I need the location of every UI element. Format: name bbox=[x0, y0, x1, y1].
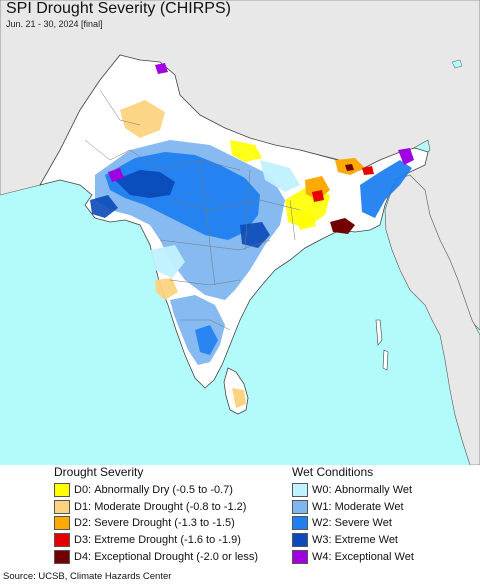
legend-code: D1: bbox=[74, 500, 92, 513]
legend-label: Exceptional Wet bbox=[334, 550, 414, 563]
swatch-w2 bbox=[292, 516, 308, 531]
swatch-d1 bbox=[54, 499, 70, 514]
swatch-w3 bbox=[292, 533, 308, 548]
swatch-w0 bbox=[292, 483, 308, 498]
legend-label: Severe Wet bbox=[334, 517, 392, 530]
legend-code: W2: bbox=[312, 517, 332, 530]
legend-label: Exceptional Drought (-2.0 or less) bbox=[94, 550, 259, 563]
legend-label: Moderate Wet bbox=[334, 500, 404, 513]
map-subtitle: Jun. 21 - 30, 2024 [final] bbox=[6, 19, 103, 29]
drought-d1-south bbox=[155, 278, 178, 300]
wet-w4-west bbox=[108, 168, 124, 182]
drought-d1-north bbox=[120, 100, 165, 138]
legend-item-w2: W2: Severe Wet bbox=[292, 515, 414, 532]
legend-wet-heading: Wet Conditions bbox=[292, 465, 374, 479]
wet-w4-north bbox=[155, 63, 168, 74]
drought-d3-east bbox=[312, 190, 324, 202]
legend-code: W3: bbox=[312, 534, 332, 547]
legend-item-d3: D3: Extreme Drought (-1.6 to -1.9) bbox=[54, 532, 258, 549]
legend-item-d4: D4: Exceptional Drought (-2.0 or less) bbox=[54, 548, 258, 565]
wet-northeast bbox=[360, 160, 412, 218]
legend-item-w4: W4: Exceptional Wet bbox=[292, 548, 414, 565]
swatch-d2 bbox=[54, 516, 70, 531]
map-title: SPI Drought Severity (CHIRPS) bbox=[6, 0, 231, 17]
legend-label: Extreme Drought (-1.6 to -1.9) bbox=[94, 534, 241, 547]
legend-label: Abnormally Dry (-0.5 to -0.7) bbox=[94, 484, 233, 497]
legend-code: W0: bbox=[312, 484, 332, 497]
legend-item-w0: W0: Abnormally Wet bbox=[292, 482, 414, 499]
legend: Drought Severity D0: Abnormally Dry (-0.… bbox=[0, 465, 480, 586]
wet-w0-patches bbox=[150, 160, 300, 278]
drought-bangladesh bbox=[330, 218, 355, 234]
map-canvas bbox=[0, 0, 480, 465]
legend-label: Moderate Drought (-0.8 to -1.2) bbox=[94, 500, 247, 513]
legend-item-d0: D0: Abnormally Dry (-0.5 to -0.7) bbox=[54, 482, 258, 499]
source-credit: Source: UCSB, Climate Hazards Center bbox=[3, 571, 172, 582]
legend-item-w3: W3: Extreme Wet bbox=[292, 532, 414, 549]
swatch-w4 bbox=[292, 549, 308, 564]
drought-d3-nepal bbox=[362, 166, 374, 175]
legend-label: Extreme Wet bbox=[334, 534, 398, 547]
legend-wet: Wet Conditions W0: Abnormally Wet W1: Mo… bbox=[292, 465, 414, 565]
wet-w3-region-2 bbox=[240, 222, 270, 248]
state-borders bbox=[84, 89, 301, 331]
drought-d0-north bbox=[230, 140, 262, 162]
legend-item-d1: D1: Moderate Drought (-0.8 to -1.2) bbox=[54, 499, 258, 516]
drought-d4-nepal bbox=[345, 164, 354, 171]
swatch-d3 bbox=[54, 533, 70, 548]
legend-code: W4: bbox=[312, 550, 332, 563]
legend-drought-heading: Drought Severity bbox=[54, 465, 144, 479]
legend-code: W1: bbox=[312, 500, 332, 513]
swatch-d0 bbox=[54, 483, 70, 498]
drought-d1-srilanka bbox=[232, 388, 246, 408]
legend-code: D0: bbox=[74, 484, 92, 497]
drought-d0-central bbox=[295, 212, 316, 230]
wet-w4-northeast bbox=[398, 148, 414, 165]
wet-gujarat bbox=[90, 195, 118, 218]
wet-w2-south bbox=[195, 325, 218, 355]
land-east bbox=[384, 174, 480, 465]
legend-drought: Drought Severity D0: Abnormally Dry (-0.… bbox=[54, 465, 258, 565]
legend-item-d2: D2: Severe Drought (-1.3 to -1.5) bbox=[54, 515, 258, 532]
legend-item-w1: W1: Moderate Wet bbox=[292, 499, 414, 516]
wet-w3-region bbox=[115, 170, 175, 198]
legend-label: Severe Drought (-1.3 to -1.5) bbox=[94, 517, 235, 530]
legend-code: D3: bbox=[74, 534, 92, 547]
swatch-d4 bbox=[54, 549, 70, 564]
small-lake bbox=[451, 59, 463, 69]
legend-code: D4: bbox=[74, 550, 92, 563]
drought-map bbox=[0, 0, 480, 465]
drought-d2-east bbox=[305, 176, 330, 200]
swatch-w1 bbox=[292, 499, 308, 514]
legend-label: Abnormally Wet bbox=[334, 484, 413, 497]
legend-code: D2: bbox=[74, 517, 92, 530]
andaman-islands bbox=[375, 319, 389, 371]
